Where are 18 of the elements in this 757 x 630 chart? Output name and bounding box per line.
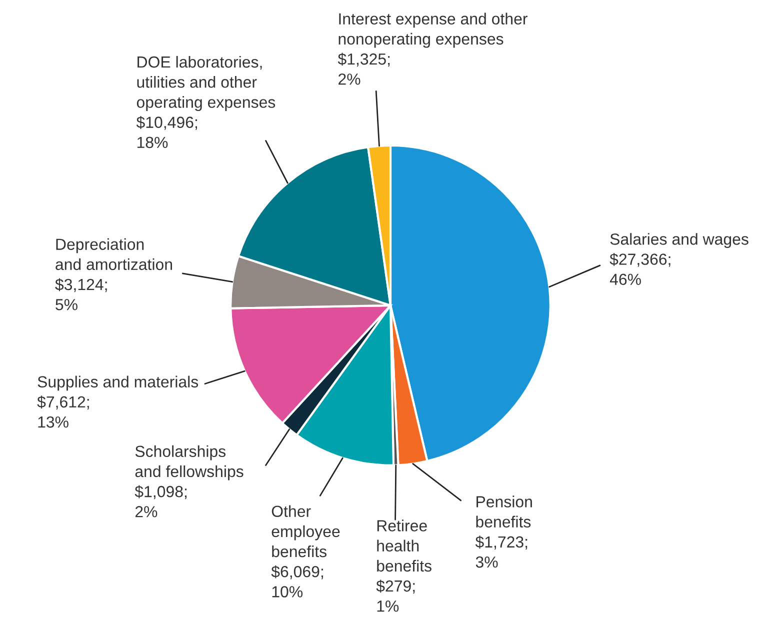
slice-label: Supplies and materials [38, 376, 198, 391]
slice-label: Retiree health benefits [377, 520, 432, 572]
data-label: $1,723; 3% [475, 536, 528, 568]
data-label: $279; 1% [376, 580, 415, 612]
data-label: $3,124; 5% [55, 278, 107, 310]
data-label: $7,612; 13% [37, 396, 89, 428]
data-label: $27,366; 46% [610, 252, 670, 286]
data-label: $1,098; 2% [134, 485, 187, 518]
slice-label: Scholarships and fellowships [135, 445, 244, 480]
slice-label: DOE laboratories, utilities and other operating expenses [136, 56, 276, 112]
slice-label: Other employee benefits [272, 505, 340, 558]
data-label: $10,496; 18% [136, 116, 197, 148]
data-label: $1,325; 2% [338, 52, 390, 85]
slice-label: Interest expense and other nonoperating expenses [338, 12, 528, 48]
slice-label: Salaries and wages [610, 233, 748, 248]
slice-label: Depreciation and amortization [56, 238, 172, 270]
data-label: $6,069; 10% [271, 565, 323, 598]
slice-label: Pension benefits [476, 496, 532, 528]
